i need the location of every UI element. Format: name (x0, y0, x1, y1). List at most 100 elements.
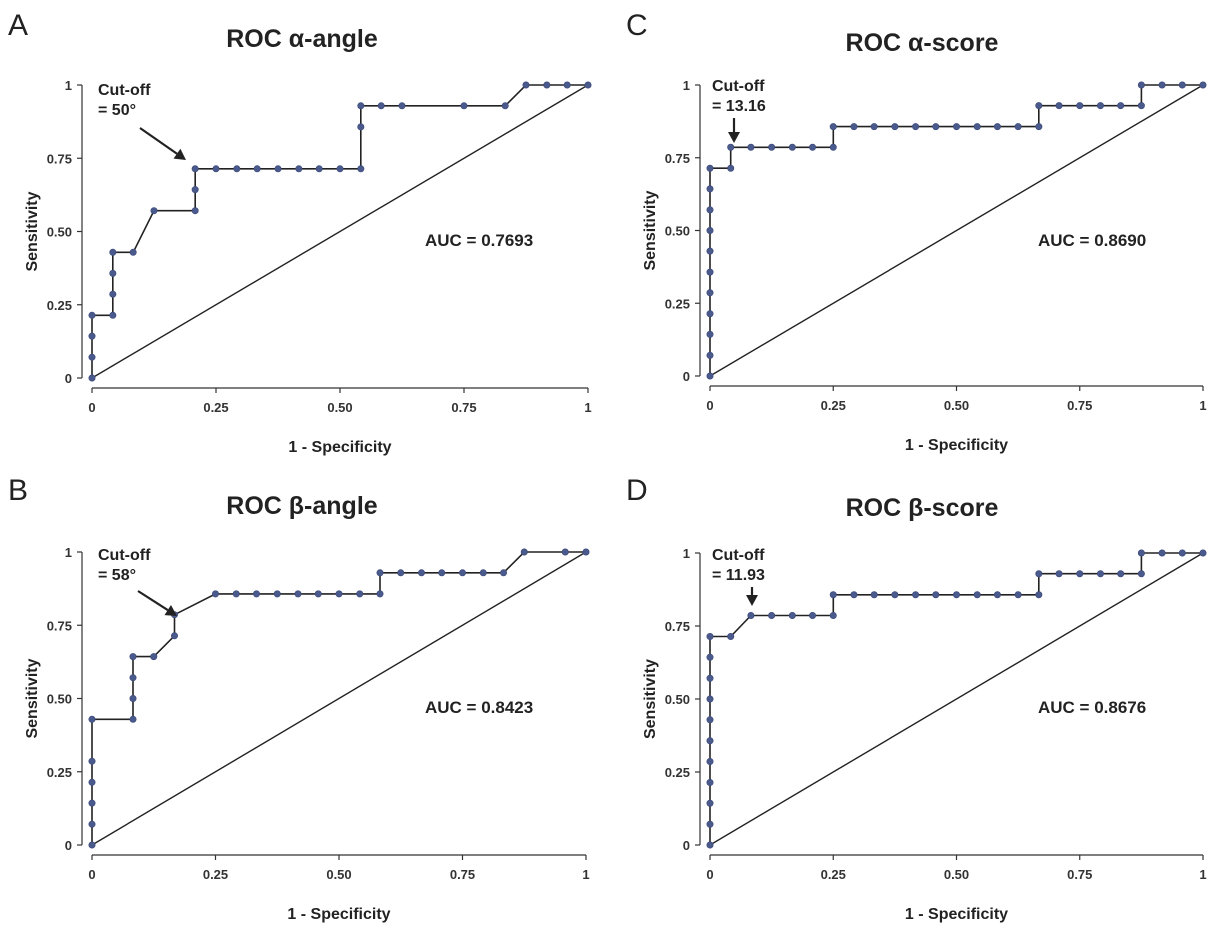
roc-point (1137, 570, 1145, 578)
chart-title: ROC α-score (846, 29, 999, 57)
roc-point (561, 548, 569, 556)
y-tick-label: 1 (65, 545, 72, 560)
roc-point (397, 569, 405, 577)
roc-panel-c: C ROC α-score 0 0.25 0.50 0.75 1 0 0.25 0.50 0.75 1… (626, 9, 1207, 454)
y-axis-title: Sensitivity (24, 191, 41, 271)
roc-point (706, 372, 714, 380)
reference-diagonal-line (709, 552, 1204, 846)
roc-point (520, 548, 528, 556)
x-tick-label: 0.50 (327, 400, 352, 415)
x-tick-label: 0.25 (203, 400, 228, 415)
cutoff-value: = 13.16 (712, 98, 766, 115)
roc-point (460, 102, 468, 110)
roc-point (829, 143, 837, 151)
roc-point (706, 206, 714, 214)
roc-point (129, 694, 137, 702)
roc-point (993, 123, 1001, 131)
cutoff-value: = 50° (98, 102, 136, 119)
roc-point (706, 330, 714, 338)
x-tick-label: 0 (88, 400, 95, 415)
roc-point (706, 757, 714, 765)
roc-point (253, 165, 261, 173)
roc-point (706, 164, 714, 172)
roc-point (1199, 549, 1207, 557)
roc-point (1137, 102, 1145, 110)
roc-point (1035, 102, 1043, 110)
panel-letter: D (626, 474, 648, 507)
roc-point (706, 268, 714, 276)
roc-point (1137, 81, 1145, 89)
roc-panel-a: A ROC α-angle 0 0.25 0.50 0.75 1 0 0.25 0.50 0.75 1… (8, 9, 592, 456)
auc-label: AUC = 0.8676 (1038, 698, 1146, 717)
roc-point (1137, 549, 1145, 557)
cutoff-arrow-line (139, 127, 178, 155)
roc-point (912, 591, 920, 599)
x-tick-label: 0.50 (944, 398, 969, 413)
roc-point (563, 81, 571, 89)
roc-point (88, 311, 96, 319)
roc-point (1117, 102, 1125, 110)
roc-point (747, 611, 755, 619)
x-axis-title: 1 - Specificity (287, 906, 390, 923)
x-tick-label: 0.75 (450, 867, 475, 882)
cutoff-label: Cut-off (712, 547, 765, 564)
roc-point (109, 290, 117, 298)
cutoff-arrow-head (164, 605, 177, 616)
roc-point (952, 591, 960, 599)
roc-point (584, 81, 592, 89)
x-tick-label: 1 (582, 867, 589, 882)
roc-point (88, 820, 96, 828)
roc-point (706, 799, 714, 807)
x-tick-label: 0.50 (326, 867, 351, 882)
auc-label: AUC = 0.8423 (425, 698, 533, 717)
panel-letter: C (626, 9, 648, 42)
x-tick-label: 1 (584, 400, 591, 415)
chart-title: ROC β-score (846, 494, 999, 522)
roc-point (870, 123, 878, 131)
roc-point (170, 632, 178, 640)
y-tick-label: 0 (65, 371, 72, 386)
roc-point (706, 653, 714, 661)
roc-point (543, 81, 551, 89)
chart-title: ROC α-angle (226, 25, 378, 53)
roc-point (932, 591, 940, 599)
roc-point (232, 590, 240, 598)
y-tick-label: 0.25 (47, 765, 72, 780)
y-tick-label: 0.50 (47, 225, 72, 240)
roc-point (150, 653, 158, 661)
roc-point (1035, 123, 1043, 131)
roc-point (479, 569, 487, 577)
panel-letter: B (8, 474, 28, 507)
roc-point (212, 590, 220, 598)
y-tick-label: 1 (683, 78, 690, 93)
roc-point (768, 143, 776, 151)
roc-point (1076, 102, 1084, 110)
x-axis-title: 1 - Specificity (905, 437, 1008, 454)
roc-point (706, 716, 714, 724)
roc-point (850, 123, 858, 131)
roc-point (109, 269, 117, 277)
x-tick-label: 0.75 (1067, 867, 1092, 882)
roc-point (398, 102, 406, 110)
roc-point (273, 590, 281, 598)
x-tick-label: 1 (1199, 398, 1206, 413)
roc-point (788, 611, 796, 619)
roc-point (129, 248, 137, 256)
x-tick-label: 0.50 (944, 867, 969, 882)
roc-point (1178, 81, 1186, 89)
x-tick-label: 0.25 (821, 867, 846, 882)
roc-point (376, 569, 384, 577)
roc-point (932, 123, 940, 131)
roc-point (706, 841, 714, 849)
y-tick-label: 0.75 (47, 151, 72, 166)
roc-point (458, 569, 466, 577)
roc-point (1035, 570, 1043, 578)
x-tick-label: 0 (706, 867, 713, 882)
roc-point (809, 143, 817, 151)
roc-point (706, 779, 714, 787)
y-tick-label: 0.50 (665, 692, 690, 707)
roc-point (952, 123, 960, 131)
roc-point (335, 590, 343, 598)
roc-point (1014, 591, 1022, 599)
roc-point (727, 143, 735, 151)
